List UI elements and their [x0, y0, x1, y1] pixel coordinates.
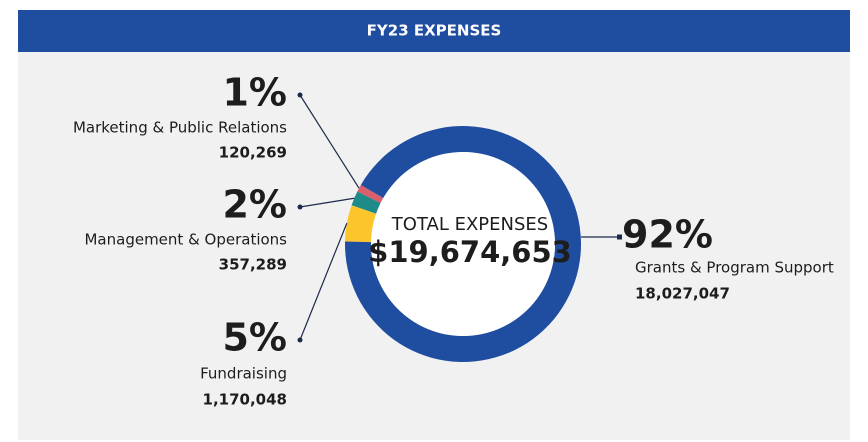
amount-label: 357,289 [219, 256, 287, 274]
donut-hole [371, 152, 555, 336]
leader-line [299, 222, 348, 341]
donut [345, 125, 581, 362]
leader-dot [297, 337, 303, 343]
amount-label: 1,170,048 [203, 391, 287, 409]
percent-label: 2% [222, 183, 287, 227]
segment [351, 191, 381, 214]
leader-line [299, 94, 360, 189]
percent-label: 92% [622, 213, 713, 257]
category-label: Marketing & Public Relations [73, 119, 287, 137]
percent-label: 1% [222, 71, 287, 115]
center-label: TOTAL EXPENSES [391, 214, 548, 235]
category-label: Grants & Program Support [635, 259, 834, 277]
chart-title: FY23 EXPENSES [367, 22, 502, 40]
total: $19,674,653 [368, 235, 572, 269]
amount-label: 120,269 [219, 144, 287, 162]
segment [345, 205, 377, 243]
segment [357, 185, 384, 204]
amount-label: 18,027,047 [635, 285, 730, 303]
leader-dot [617, 234, 622, 240]
percent-label: 5% [222, 316, 287, 360]
leader-dot [297, 92, 303, 98]
header-bar [18, 10, 850, 52]
category-label: Fundraising [200, 365, 287, 383]
leader-line [299, 197, 355, 208]
leader-dot [297, 204, 303, 210]
category-label: Management & Operations [84, 231, 287, 249]
